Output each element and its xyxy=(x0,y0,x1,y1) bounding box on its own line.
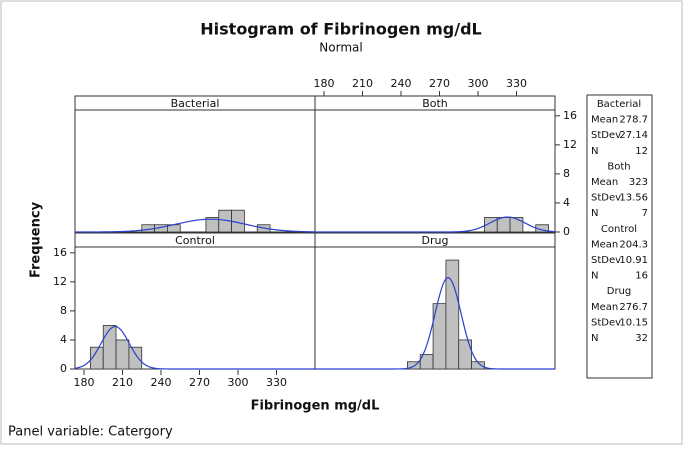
y-tick-label: 12 xyxy=(563,138,577,151)
bar xyxy=(128,346,143,370)
y-tick-label: 0 xyxy=(563,225,570,238)
footer: Panel variable: Catergory xyxy=(8,425,173,440)
x-tick-label: 180 xyxy=(73,376,94,389)
x-tick-label: 330 xyxy=(266,376,287,389)
stats-label: Mean xyxy=(591,239,618,250)
stats-label: N xyxy=(591,271,598,282)
normal-curve xyxy=(75,218,316,233)
stats-label: Mean xyxy=(591,177,618,188)
x-tick-label: 270 xyxy=(429,77,450,90)
stats-value: 13.56 xyxy=(619,193,648,204)
y-tick-label: 8 xyxy=(563,167,570,180)
stats-value: 278.7 xyxy=(619,115,648,126)
stats-label: Mean xyxy=(591,115,618,126)
stats-value: 204.3 xyxy=(619,239,648,250)
x-tick-label: 240 xyxy=(390,77,411,90)
stats-heading: Drug xyxy=(607,286,632,297)
y-tick-label: 16 xyxy=(53,246,67,259)
stats-heading: Bacterial xyxy=(597,99,641,110)
bar xyxy=(115,339,130,370)
bar xyxy=(509,217,524,233)
y-tick-label: 4 xyxy=(60,333,67,346)
panel-label: Both xyxy=(422,97,448,110)
stats-value: 16 xyxy=(635,271,648,282)
stats-label: N xyxy=(591,333,598,344)
stats-heading: Both xyxy=(607,161,630,172)
x-tick-label: 210 xyxy=(112,376,133,389)
stats-value: 32 xyxy=(635,333,648,344)
stats-value: 276.7 xyxy=(619,302,648,313)
chart-subtitle: Normal xyxy=(319,41,362,55)
y-tick-label: 4 xyxy=(563,196,570,209)
panel xyxy=(314,95,556,233)
chart-title: Histogram of Fibrinogen mg/dL xyxy=(200,20,481,39)
x-tick-label: 210 xyxy=(352,77,373,90)
panel-label: Control xyxy=(175,234,215,247)
stats-value: 10.15 xyxy=(619,317,648,328)
bar xyxy=(496,217,511,233)
x-axis-label: Fibrinogen mg/dL xyxy=(251,399,380,414)
stats-heading: Control xyxy=(601,224,637,235)
y-axis-label: Frequency xyxy=(29,201,44,278)
stats-value: 7 xyxy=(642,208,648,219)
stats-label: StDev xyxy=(591,317,621,328)
x-tick-label: 270 xyxy=(189,376,210,389)
y-tick-label: 8 xyxy=(60,304,67,317)
bar xyxy=(102,325,117,370)
normal-curve xyxy=(315,277,555,370)
x-tick-label: 330 xyxy=(506,77,527,90)
stats-box xyxy=(586,94,653,379)
y-tick-label: 0 xyxy=(60,362,67,375)
stats-label: StDev xyxy=(591,130,621,141)
x-tick-label: 300 xyxy=(467,77,488,90)
y-tick-label: 16 xyxy=(563,109,577,122)
stats-value: 323 xyxy=(629,177,648,188)
panel-label: Drug xyxy=(422,234,449,247)
panel-label: Bacterial xyxy=(171,97,220,110)
panel xyxy=(74,95,316,233)
stats-label: N xyxy=(591,208,598,219)
y-tick-label: 12 xyxy=(53,275,67,288)
x-tick-label: 180 xyxy=(313,77,334,90)
panel-strip xyxy=(314,232,556,248)
stats-label: Mean xyxy=(591,302,618,313)
x-tick-label: 300 xyxy=(227,376,248,389)
panel-strip xyxy=(314,95,556,111)
stats-label: N xyxy=(591,146,598,157)
normal-curve xyxy=(74,325,315,370)
stats-label: StDev xyxy=(591,193,621,204)
stats-value: 10.91 xyxy=(619,255,648,266)
stats-value: 12 xyxy=(635,146,648,157)
bar xyxy=(445,259,460,370)
normal-curve xyxy=(315,216,556,233)
bar xyxy=(458,339,472,370)
stats-label: StDev xyxy=(591,255,621,266)
x-tick-label: 240 xyxy=(150,376,171,389)
stats-value: 27.14 xyxy=(619,130,648,141)
